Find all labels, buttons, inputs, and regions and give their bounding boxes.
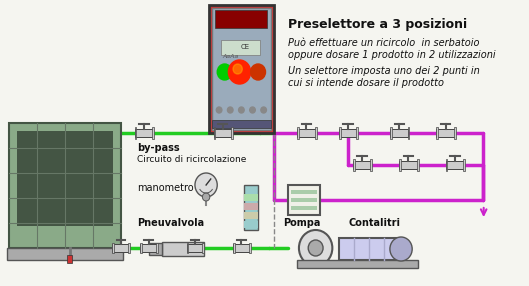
Bar bbox=[244, 203, 258, 210]
Bar bbox=[233, 243, 235, 253]
Text: cui si intende dosare il prodotto: cui si intende dosare il prodotto bbox=[288, 78, 444, 88]
Text: AaAa: AaAa bbox=[222, 55, 239, 59]
Bar bbox=[339, 129, 358, 137]
Text: oppure dosare 1 prodotto in 2 utilizzazioni: oppure dosare 1 prodotto in 2 utilizzazi… bbox=[288, 50, 496, 60]
Bar bbox=[463, 159, 465, 171]
Circle shape bbox=[250, 107, 256, 113]
Bar bbox=[244, 221, 258, 228]
Bar bbox=[17, 131, 113, 226]
Circle shape bbox=[217, 64, 232, 80]
Circle shape bbox=[195, 173, 217, 197]
Text: Pneuvalvola: Pneuvalvola bbox=[138, 218, 205, 228]
Bar bbox=[290, 198, 317, 202]
Circle shape bbox=[261, 107, 267, 113]
Bar bbox=[140, 243, 142, 253]
Bar bbox=[7, 248, 123, 260]
Bar bbox=[357, 127, 358, 139]
Bar bbox=[212, 120, 271, 128]
Bar bbox=[209, 5, 274, 133]
Bar bbox=[454, 127, 456, 139]
Bar bbox=[112, 245, 129, 252]
Bar bbox=[417, 159, 418, 171]
Bar bbox=[407, 127, 409, 139]
Bar bbox=[436, 129, 455, 137]
Bar bbox=[297, 129, 316, 137]
Bar bbox=[290, 206, 317, 210]
Bar bbox=[390, 127, 392, 139]
Circle shape bbox=[227, 107, 233, 113]
Circle shape bbox=[203, 193, 210, 201]
Text: CE: CE bbox=[241, 44, 250, 50]
Bar bbox=[288, 185, 320, 215]
Bar bbox=[399, 159, 401, 171]
Text: Circuito di ricircolazione: Circuito di ricircolazione bbox=[138, 155, 247, 164]
Text: by-pass: by-pass bbox=[138, 143, 180, 153]
Bar bbox=[128, 243, 130, 253]
Bar bbox=[249, 243, 251, 253]
Bar bbox=[353, 159, 354, 171]
Bar bbox=[399, 161, 418, 169]
Circle shape bbox=[308, 240, 323, 256]
Bar bbox=[339, 238, 399, 260]
Bar bbox=[339, 127, 341, 139]
Bar bbox=[212, 8, 271, 130]
Circle shape bbox=[299, 230, 332, 266]
Bar bbox=[233, 245, 250, 252]
Text: Preselettore a 3 posizioni: Preselettore a 3 posizioni bbox=[288, 18, 467, 31]
Bar bbox=[244, 194, 258, 201]
Text: manometro: manometro bbox=[138, 183, 194, 193]
Circle shape bbox=[229, 60, 251, 84]
Circle shape bbox=[239, 107, 244, 113]
Bar bbox=[231, 127, 233, 139]
Bar bbox=[215, 10, 267, 28]
Bar bbox=[297, 127, 299, 139]
Bar bbox=[134, 127, 136, 139]
Bar bbox=[290, 190, 317, 194]
Bar bbox=[67, 255, 72, 263]
Bar bbox=[187, 243, 188, 253]
Circle shape bbox=[390, 237, 412, 261]
Bar bbox=[244, 185, 258, 230]
Circle shape bbox=[233, 64, 242, 74]
Circle shape bbox=[251, 64, 266, 80]
Bar bbox=[134, 129, 153, 137]
Bar bbox=[112, 243, 114, 253]
Bar bbox=[370, 159, 372, 171]
Bar bbox=[149, 243, 162, 255]
Bar bbox=[244, 212, 258, 219]
Bar bbox=[221, 40, 260, 55]
Bar bbox=[315, 127, 316, 139]
Bar bbox=[445, 159, 448, 171]
Bar bbox=[390, 129, 408, 137]
Text: Pompa: Pompa bbox=[283, 218, 321, 228]
Text: Può effettuare un ricircolo  in serbatoio: Può effettuare un ricircolo in serbatoio bbox=[288, 38, 479, 48]
Bar bbox=[436, 127, 438, 139]
Text: Contalitri: Contalitri bbox=[348, 218, 400, 228]
Bar bbox=[297, 260, 418, 268]
Bar bbox=[203, 243, 204, 253]
Bar bbox=[214, 129, 232, 137]
Bar bbox=[214, 127, 215, 139]
Circle shape bbox=[216, 107, 222, 113]
Bar bbox=[445, 161, 464, 169]
Bar bbox=[187, 245, 203, 252]
Bar bbox=[156, 243, 158, 253]
Bar bbox=[353, 161, 371, 169]
Bar bbox=[140, 245, 157, 252]
Text: Un selettore imposta uno dei 2 punti in: Un selettore imposta uno dei 2 punti in bbox=[288, 66, 480, 76]
Bar bbox=[162, 242, 204, 256]
Bar bbox=[152, 127, 154, 139]
Bar bbox=[10, 123, 121, 248]
